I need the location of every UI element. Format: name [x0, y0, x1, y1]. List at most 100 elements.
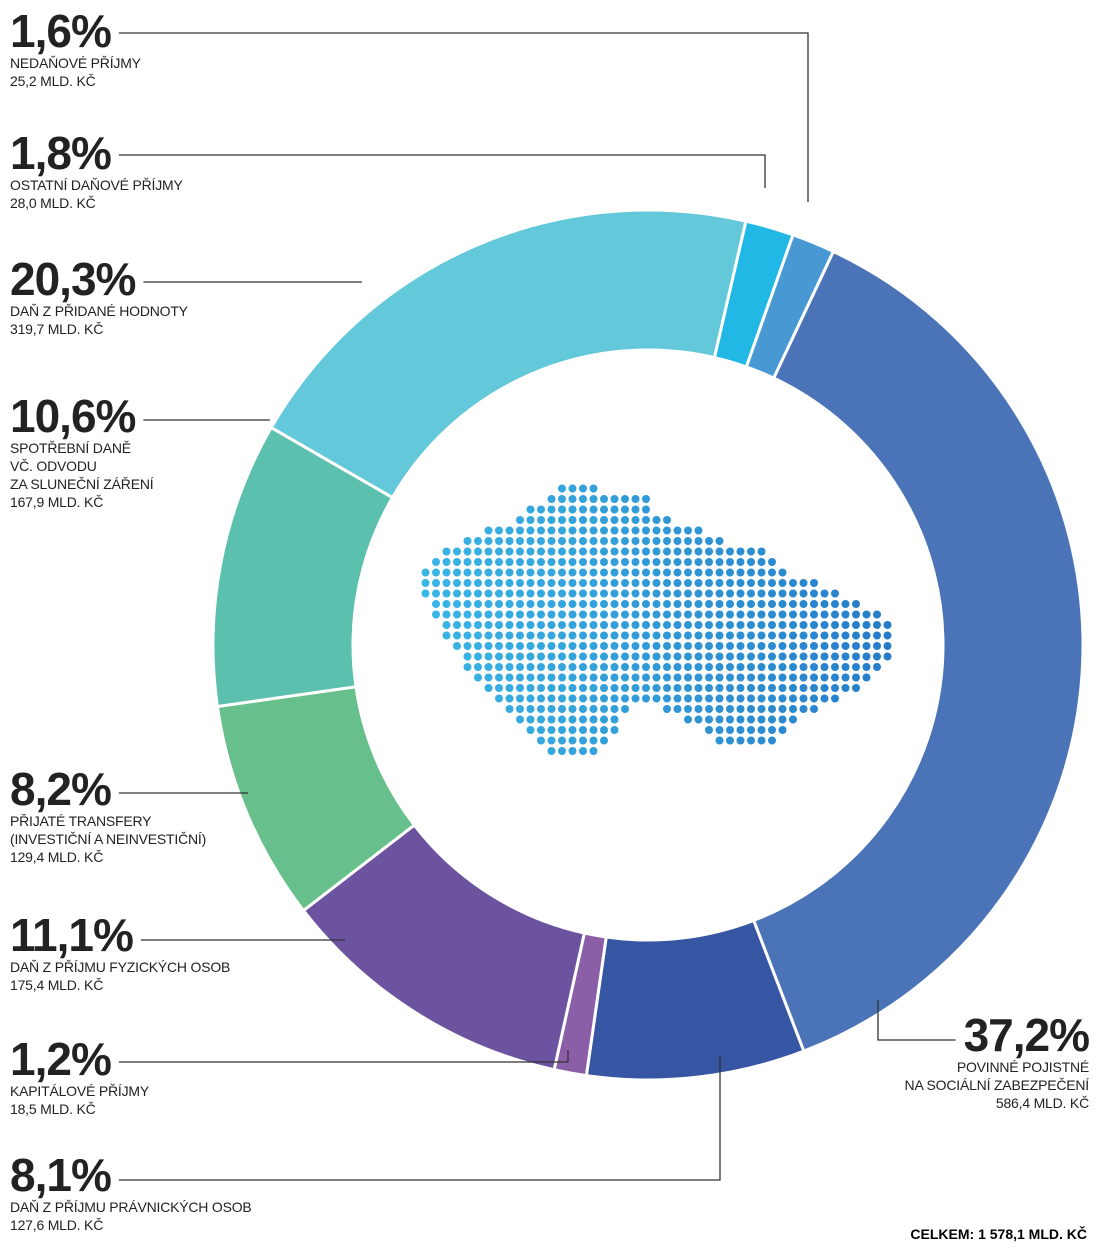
map-dot: [736, 558, 745, 566]
map-dot: [673, 600, 682, 608]
map-dot: [663, 652, 671, 661]
map-dot: [610, 715, 619, 724]
leader-line: [118, 1050, 569, 1063]
map-dot: [505, 663, 514, 671]
map-dot: [757, 736, 766, 745]
map-dot: [883, 652, 892, 661]
map-dot: [757, 547, 766, 556]
map-dot: [621, 579, 629, 587]
map-dot: [621, 526, 629, 535]
map-dot: [799, 663, 808, 671]
map-dot: [726, 589, 734, 598]
map-dot: [684, 621, 692, 629]
leader-line: [118, 154, 766, 188]
map-dot: [442, 589, 451, 598]
map-dot: [600, 516, 608, 524]
map-dot: [463, 558, 472, 566]
map-dot: [537, 631, 545, 640]
map-dot: [736, 663, 745, 671]
map-dot: [505, 558, 514, 566]
map-dot: [589, 642, 598, 650]
map-dot: [474, 673, 482, 682]
map-dot: [568, 558, 577, 566]
map-dot: [705, 715, 713, 724]
map-dot: [558, 621, 566, 629]
map-dot: [547, 736, 556, 745]
map-dot: [547, 516, 556, 524]
map-dot: [663, 642, 671, 650]
category-label: DAŇ Z PŘÍJMU PRÁVNICKÝCH OSOB: [10, 1199, 252, 1215]
map-dot: [642, 610, 650, 619]
map-dot: [778, 663, 787, 671]
map-dot: [684, 558, 692, 566]
map-dot: [600, 715, 608, 724]
map-dot: [747, 736, 755, 745]
map-dot: [852, 652, 860, 661]
map-dot: [516, 516, 524, 524]
percent-label: 8,2%: [10, 763, 112, 815]
map-dot: [631, 610, 640, 619]
map-dot: [558, 537, 566, 545]
map-dot: [642, 663, 650, 671]
map-dot: [726, 684, 734, 692]
map-dot: [589, 631, 598, 640]
map-dot: [589, 652, 598, 661]
map-dot: [810, 642, 818, 650]
map-dot: [642, 600, 650, 608]
map-dot: [726, 600, 734, 608]
map-dot: [589, 484, 598, 493]
leader-line: [118, 32, 809, 202]
map-dot: [673, 579, 682, 587]
map-dot: [568, 537, 577, 545]
map-dot: [558, 600, 566, 608]
map-dot: [873, 631, 881, 640]
map-dot: [610, 631, 619, 640]
map-dot: [505, 694, 514, 703]
map-dot: [526, 652, 535, 661]
map-dot: [810, 621, 818, 629]
map-dot: [474, 579, 482, 587]
map-dot: [621, 705, 629, 713]
map-dot: [558, 663, 566, 671]
map-dot: [463, 537, 472, 545]
map-dot: [600, 631, 608, 640]
leader-line: [118, 1055, 721, 1181]
map-dot: [726, 663, 734, 671]
map-dot: [610, 663, 619, 671]
map-dot: [852, 663, 860, 671]
map-dot: [789, 684, 797, 692]
map-dot: [484, 663, 493, 671]
map-dot: [705, 694, 713, 703]
map-dot: [568, 568, 577, 577]
map-dot: [684, 526, 692, 535]
map-dot: [516, 705, 524, 713]
map-dot: [799, 621, 808, 629]
map-dot: [631, 684, 640, 692]
map-dot: [474, 537, 482, 545]
map-dot: [684, 673, 692, 682]
map-dot: [726, 736, 734, 745]
map-dot: [652, 631, 661, 640]
map-dot: [778, 642, 787, 650]
map-dot: [589, 747, 598, 755]
map-dot: [558, 642, 566, 650]
map-dot: [568, 642, 577, 650]
map-dot: [568, 484, 577, 493]
map-dot: [526, 537, 535, 545]
map-dot: [442, 631, 451, 640]
map-dot: [768, 705, 776, 713]
map-dot: [495, 610, 503, 619]
map-dot: [547, 621, 556, 629]
amount-label: 28,0 MLD. KČ: [10, 195, 96, 211]
map-dot: [610, 589, 619, 598]
map-dot: [558, 558, 566, 566]
map-dot: [631, 621, 640, 629]
map-dot: [715, 705, 724, 713]
map-dot: [768, 694, 776, 703]
map-dot: [652, 558, 661, 566]
map-dot: [537, 726, 545, 734]
map-dot: [547, 505, 556, 514]
map-dot: [747, 610, 755, 619]
map-dot: [789, 694, 797, 703]
map-dot: [789, 610, 797, 619]
